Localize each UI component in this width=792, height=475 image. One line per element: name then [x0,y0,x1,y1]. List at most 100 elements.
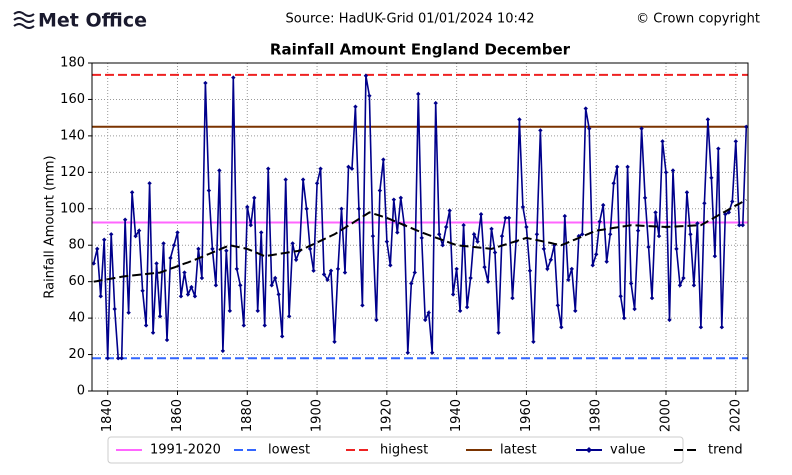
data-point [213,283,219,288]
data-point [482,264,487,270]
data-point [272,275,278,281]
data-point [423,317,428,323]
data-point [252,195,257,201]
data-point [653,210,658,215]
data-point [475,239,480,244]
data-point [398,195,404,201]
data-point [182,270,187,275]
data-point [590,263,595,268]
data-point [674,246,679,252]
data-point [115,356,121,361]
y-tick-label: 160 [60,92,85,107]
data-point [349,166,355,171]
data-point [384,239,390,244]
data-point [716,146,721,151]
data-point [534,232,540,237]
data-point [276,292,281,297]
data-point [241,323,246,328]
data-point [677,283,683,288]
data-point [594,252,599,257]
data-point [562,213,568,219]
legend-marker [586,447,592,453]
data-point [311,268,316,273]
data-point [607,232,613,237]
data-point [157,314,163,319]
data-point [300,177,306,182]
data-point [238,283,243,288]
data-point [119,356,124,361]
legend-label: 1991-2020 [150,443,221,458]
data-point [307,246,313,252]
x-tick-label: 1900 [310,399,325,432]
data-point [339,206,344,211]
y-tick-label: 80 [68,238,85,253]
data-point [628,281,634,286]
x-tick-label: 2020 [728,399,743,432]
logo-wave [13,23,35,29]
data-point [433,100,438,106]
data-point [709,175,714,180]
data-point [342,270,348,275]
data-point [255,308,260,314]
data-point [279,334,285,339]
data-point [143,323,149,328]
data-point [227,308,233,314]
data-point [510,295,515,301]
data-point [625,164,630,170]
data-point [161,241,166,246]
data-point [506,215,512,221]
data-point [346,164,351,170]
data-point [548,257,554,262]
data-point [185,292,191,297]
data-point [614,164,620,170]
data-point [726,210,732,215]
data-point [234,266,240,272]
data-point [618,294,623,299]
data-point [286,314,292,319]
copyright: © Crown copyright [636,12,760,27]
data-point [95,246,100,252]
data-point [332,339,337,344]
data-point [419,235,424,241]
logo-wave [13,11,35,17]
chart-title: Rainfall Amount England December [270,41,571,59]
data-point [356,206,362,211]
data-point [517,117,522,122]
source: Source: HadUK-Grid 01/01/2024 10:42 [286,12,535,27]
data-point [730,199,735,204]
data-point [105,356,110,361]
data-point [206,188,212,193]
data-point [597,219,602,224]
data-point [395,230,400,235]
data-point [335,266,341,272]
data-point [283,177,288,182]
data-point [531,339,536,344]
x-tick-label: 1860 [170,399,185,432]
legend-label: latest [500,443,537,458]
data-point [611,181,616,186]
data-point [632,306,637,312]
data-point [684,190,690,195]
y-tick-label: 100 [60,201,85,216]
data-point [691,283,697,288]
data-point [600,202,606,208]
data-point [203,80,208,86]
data-point [388,263,393,268]
data-point [199,275,205,281]
data-point [649,295,655,301]
data-point [499,233,505,239]
data-point [447,208,452,213]
data-point [660,139,665,144]
data-point [150,330,156,335]
data-point [604,259,609,264]
data-point [733,139,738,144]
data-point [489,226,494,232]
data-point [269,283,274,288]
data-point [485,279,491,284]
data-point [154,261,159,266]
data-point [656,233,662,239]
logo [13,11,35,29]
data-point [314,181,320,186]
data-point [318,166,323,171]
